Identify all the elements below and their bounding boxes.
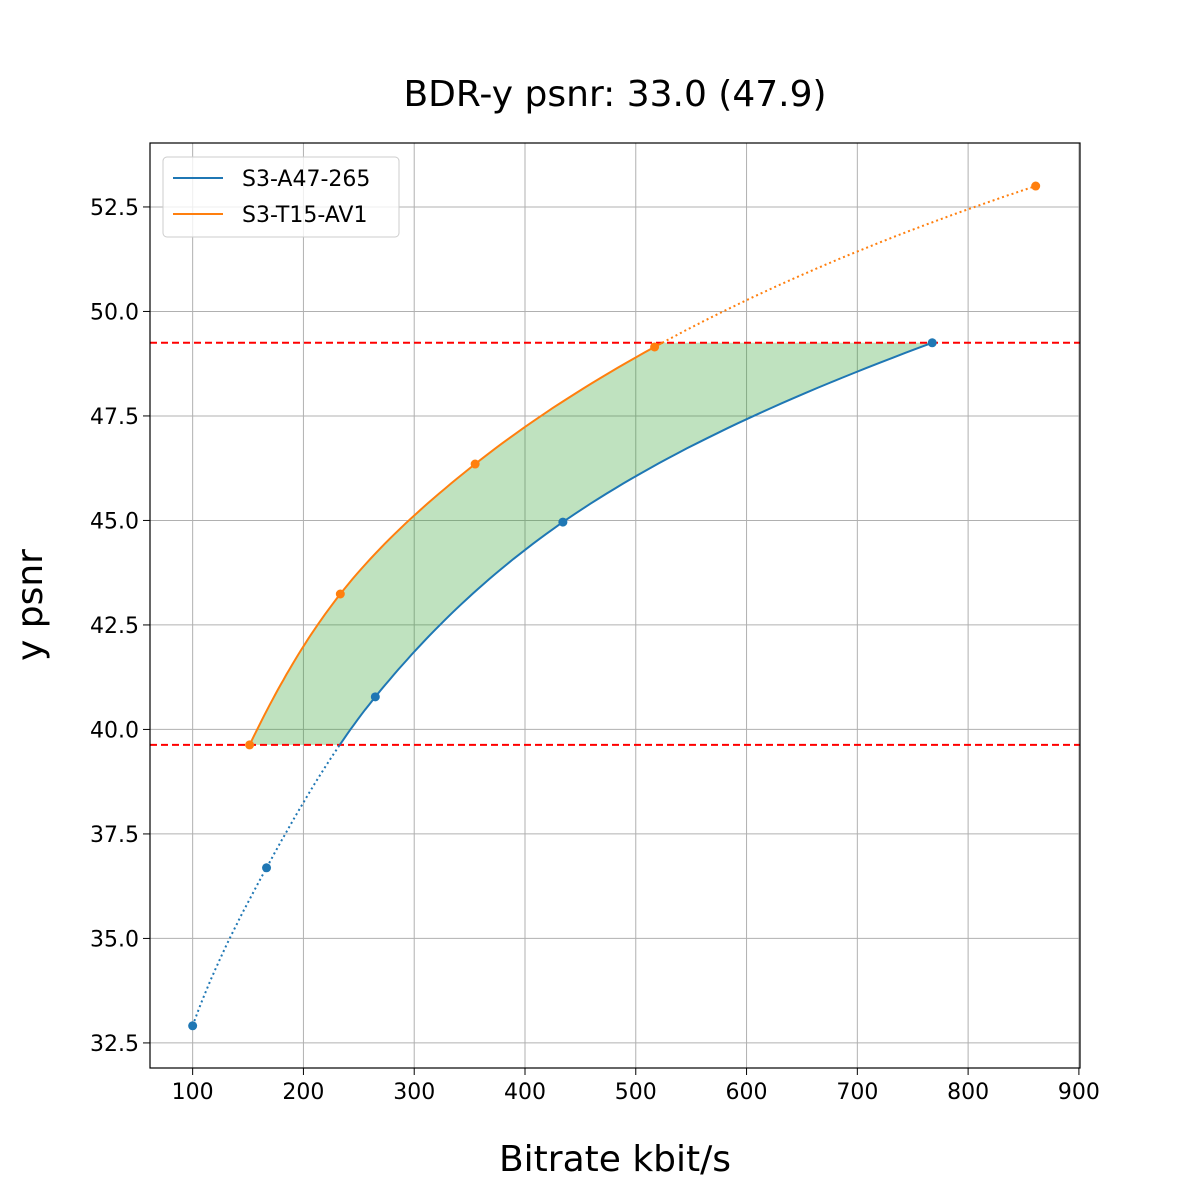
x-tick-label: 900 <box>1058 1080 1100 1105</box>
x-tick-label: 500 <box>615 1080 657 1105</box>
x-tick-label: 800 <box>947 1080 989 1105</box>
legend-label-s3-a47-265: S3-A47-265 <box>242 167 370 192</box>
data-point <box>1031 181 1041 191</box>
x-tick-label: 200 <box>282 1080 324 1105</box>
y-tick-label: 35.0 <box>90 927 139 952</box>
data-point <box>558 517 568 527</box>
data-point <box>245 740 255 750</box>
plot-frame <box>149 142 1081 1069</box>
series-line-dotted <box>191 744 341 1027</box>
data-point <box>370 692 380 702</box>
x-tick-label: 600 <box>726 1080 768 1105</box>
data-point <box>470 459 480 469</box>
y-tick-label: 40.0 <box>90 718 139 743</box>
ticks: 100 200 300 400 500 600 700 800 900 32.5 35.0 37.5 4… <box>90 196 1100 1105</box>
chart-title: BDR-y psnr: 33.0 (47.9) <box>403 74 826 115</box>
legend: S3-A47-265 S3-T15-AV1 <box>162 156 400 238</box>
y-tick-label: 37.5 <box>90 823 139 848</box>
data-point <box>650 342 660 352</box>
x-axis-label: Bitrate kbit/s <box>499 1139 731 1180</box>
x-tick-label: 700 <box>836 1080 878 1105</box>
grid <box>150 143 1080 1068</box>
y-tick-label: 42.5 <box>90 614 139 639</box>
y-tick-label: 52.5 <box>90 196 139 221</box>
reference-lines <box>150 341 1080 746</box>
data-point <box>335 589 345 599</box>
legend-label-s3-t15-av1: S3-T15-AV1 <box>242 203 367 228</box>
x-tick-label: 300 <box>393 1080 435 1105</box>
data-point <box>262 863 272 873</box>
series-line-solid <box>248 341 663 746</box>
y-tick-label: 47.5 <box>90 405 139 430</box>
x-tick-label: 400 <box>504 1080 546 1105</box>
series-lines <box>191 185 1037 1027</box>
x-tick-label: 100 <box>172 1080 214 1105</box>
y-tick-label: 50.0 <box>90 300 139 325</box>
y-tick-label: 32.5 <box>90 1032 139 1057</box>
series-line-solid <box>338 341 933 746</box>
data-point <box>927 338 937 348</box>
data-point <box>188 1021 198 1031</box>
data-points <box>188 181 1041 1031</box>
series-line-dotted <box>661 185 1037 344</box>
y-tick-label: 45.0 <box>90 509 139 534</box>
y-axis-label: y psnr <box>10 549 51 661</box>
